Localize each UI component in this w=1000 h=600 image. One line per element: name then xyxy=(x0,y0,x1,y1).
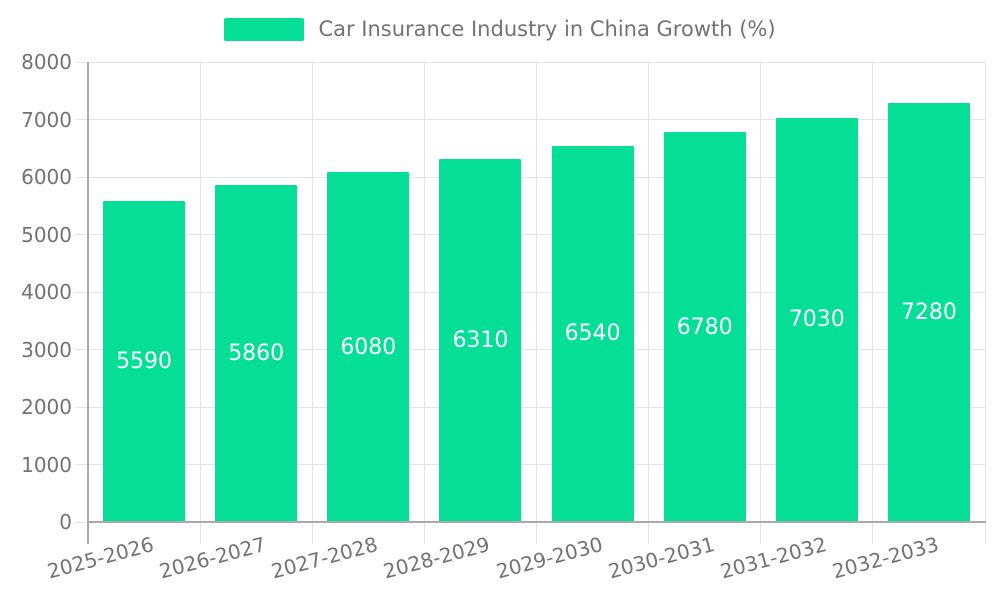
y-tick-label: 4000 xyxy=(21,280,72,304)
y-tick-label: 7000 xyxy=(21,107,72,132)
bar[interactable]: 6080 xyxy=(327,172,410,522)
x-axis-line xyxy=(87,521,986,523)
bar[interactable]: 6310 xyxy=(439,159,522,522)
bar-value-label: 6310 xyxy=(452,328,509,354)
legend[interactable]: Car Insurance Industry in China Growth (… xyxy=(0,17,1000,41)
y-axis-tick xyxy=(76,464,88,465)
y-axis-tick xyxy=(76,349,88,350)
y-tick-label: 1000 xyxy=(21,452,72,477)
y-axis-tick xyxy=(76,291,88,293)
y-axis-tick xyxy=(76,119,88,120)
y-tick-label: 8000 xyxy=(21,50,72,74)
y-axis-tick xyxy=(76,176,88,178)
y-axis-tick xyxy=(76,234,88,235)
bar[interactable]: 7280 xyxy=(887,103,970,522)
legend-label: Car Insurance Industry in China Growth (… xyxy=(318,17,776,41)
x-grid-line xyxy=(984,62,986,544)
y-axis-tick xyxy=(76,521,88,523)
bar-value-label: 7280 xyxy=(900,300,957,326)
legend-swatch xyxy=(224,17,305,41)
y-tick-label: 5000 xyxy=(21,222,72,247)
bar[interactable]: 5590 xyxy=(103,200,186,522)
y-tick-label: 3000 xyxy=(21,337,72,362)
bar-value-label: 6780 xyxy=(676,314,733,340)
x-grid-line xyxy=(760,62,762,544)
x-grid-line xyxy=(311,62,313,544)
x-grid-line xyxy=(872,62,874,544)
y-tick-label: 0 xyxy=(59,510,72,534)
bar-value-label: 5860 xyxy=(228,341,285,367)
bar-value-label: 7030 xyxy=(788,307,845,333)
x-grid-line xyxy=(423,62,425,544)
y-tick-label: 6000 xyxy=(21,165,72,189)
bar[interactable]: 7030 xyxy=(775,117,858,522)
bar-value-label: 6080 xyxy=(340,334,397,360)
x-grid-line xyxy=(199,62,201,544)
bar[interactable]: 6540 xyxy=(551,145,634,522)
bar-value-label: 6540 xyxy=(564,321,621,347)
bar-value-label: 5590 xyxy=(116,348,173,374)
x-grid-line xyxy=(536,62,537,544)
x-grid-line xyxy=(648,62,650,544)
y-axis-tick xyxy=(76,406,88,408)
y-tick-label: 2000 xyxy=(21,395,72,419)
bar[interactable]: 6780 xyxy=(663,132,746,522)
y-axis-line xyxy=(87,62,89,544)
y-axis-tick xyxy=(76,61,88,63)
bar[interactable]: 5860 xyxy=(215,185,298,522)
